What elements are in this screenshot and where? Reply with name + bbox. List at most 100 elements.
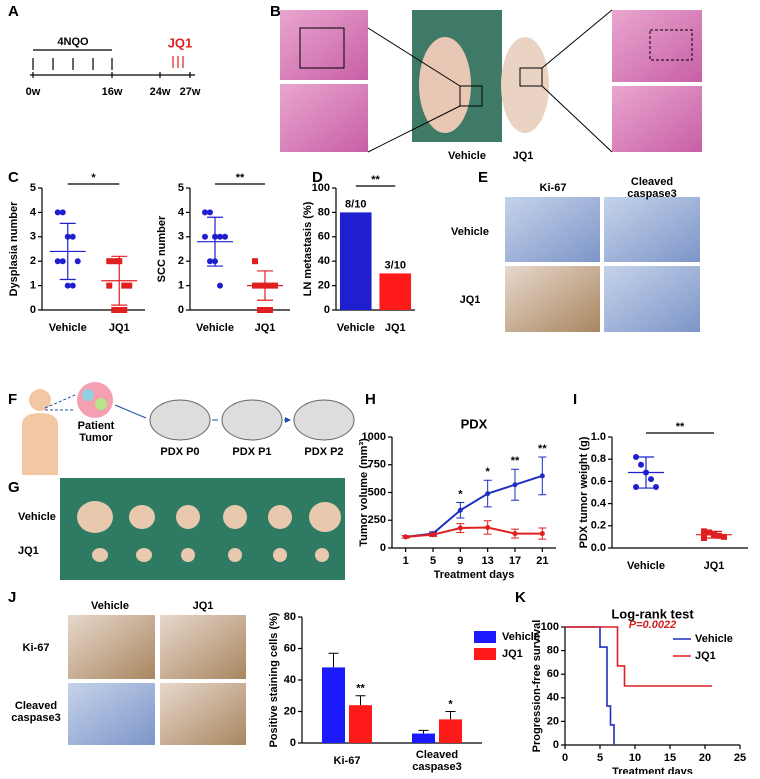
data-point [653,483,659,490]
bar [379,273,412,310]
x-tick-label: 5 [597,752,603,764]
data-point [430,532,436,538]
y-tick-label: 4 [30,206,37,218]
panel-letter: H [365,391,376,408]
panel-a-graphics [30,49,195,78]
y-tick-label: 5 [30,182,36,194]
y-tick-label: 60 [284,642,296,654]
step-label: PDX P1 [232,446,271,458]
y-axis-label: Dysplasia number [8,201,20,296]
x-tick-label: JQ1 [704,560,725,572]
y-tick-label: 60 [547,668,559,680]
x-tick-label: JQ1 [385,322,406,334]
data-point [539,531,545,537]
x-tick-label: Vehicle [196,322,234,334]
data-point [64,282,71,289]
column-label: Ki-67 [540,182,567,194]
row-label: Vehicle [18,511,56,523]
significance: ** [676,421,685,433]
significance: * [91,172,96,184]
x-tick-label: 5 [430,555,436,567]
x-tick-label: 20 [699,752,711,764]
y-axis-label: LN metastasis (%) [302,201,314,296]
y-tick-label: 3 [178,231,184,243]
p-value: P=0.0022 [629,619,676,631]
y-tick-label: 60 [318,231,330,243]
step-label: PDX P2 [304,446,343,458]
error-bar [418,729,429,734]
x-axis-label: Treatment days [612,766,693,774]
data-point [706,529,712,536]
source-label: Patient Tumor [78,420,115,444]
data-point [54,258,61,265]
panel-letter: F [8,391,17,408]
y-tick-label: 0.0 [591,542,606,554]
histology-images [68,9,702,745]
data-point [217,282,223,289]
survival-curve [565,626,712,687]
x-tick-label: 9 [457,555,463,567]
photo-label: Vehicle [448,150,486,162]
data-point [485,524,491,530]
significance: ** [538,443,547,455]
x-tick-label: 21 [536,555,548,567]
data-point [202,233,208,240]
x-axis-label: Treatment days [434,569,515,581]
panel-letter: E [478,169,488,186]
x-tick-label: JQ1 [255,322,276,334]
y-tick-label: 4 [178,206,185,218]
series-line [405,526,543,538]
significance: * [448,698,453,710]
panel-letter: C [8,169,19,186]
data-point [633,483,639,490]
data-point [222,233,228,240]
data-point [257,307,263,313]
significance: ** [511,455,520,467]
error-bar [445,711,456,720]
x-tick-label: Ki-67 [334,755,361,767]
y-axis-label: PDX tumor weight (g) [578,436,590,548]
y-tick-label: 0 [380,542,386,554]
data-point [512,482,518,488]
value-label: 8/10 [345,198,366,210]
y-tick-label: 20 [547,715,559,727]
chart-title: Log-rank test [611,606,694,621]
x-tick-label: 15 [664,752,676,764]
data-point [252,258,258,265]
treatment-label: 4NQO [57,36,89,48]
panel-letter: A [8,3,19,20]
y-tick-label: 100 [312,182,330,194]
legend-label: Vehicle [502,631,540,643]
column-label: Vehicle [91,600,129,612]
data-point [457,525,463,531]
x-tick-label: Vehicle [49,322,87,334]
y-tick-label: 40 [318,255,330,267]
legend-swatch [474,648,496,660]
y-tick-label: 0 [290,737,296,749]
data-point [111,258,118,265]
data-point [69,233,76,240]
x-tick-label: 1 [403,555,409,567]
drug-label: JQ1 [168,35,193,50]
y-tick-label: 1000 [362,431,386,443]
x-tick-label: Vehicle [337,322,375,334]
sd-bar [706,530,722,539]
data-point [111,307,118,313]
significance: * [486,466,491,478]
y-tick-label: 0.6 [591,475,606,487]
y-tick-label: 0 [178,304,184,316]
significance: ** [356,683,365,695]
bar [349,705,372,743]
data-point [217,233,223,240]
y-axis-label: Progression-free survival [531,620,543,753]
data-point [701,528,707,535]
panel-letter: K [515,589,526,606]
bar [439,719,462,743]
row-label: Vehicle [451,226,489,238]
data-point [638,461,644,468]
bar [322,667,345,743]
error-bar [328,652,339,668]
panel-letter: D [312,169,323,186]
data-point [633,453,639,460]
legend-swatch [474,631,496,643]
